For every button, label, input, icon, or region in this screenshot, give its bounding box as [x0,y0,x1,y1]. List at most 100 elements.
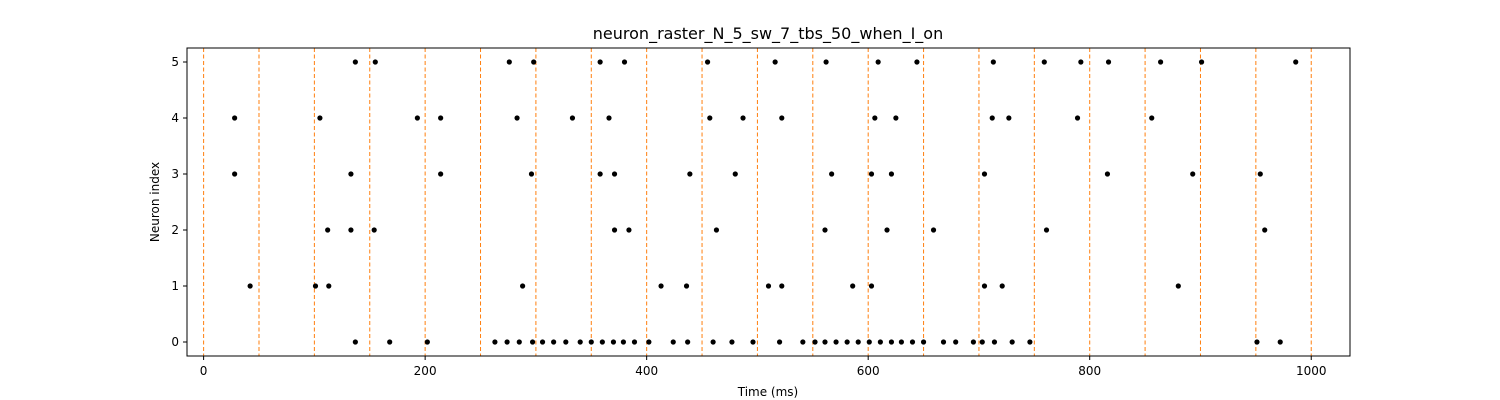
spike-point [953,339,958,344]
spike-point [779,115,784,120]
spike-point [531,59,536,64]
spike-point [232,171,237,176]
spike-point [850,283,855,288]
spike-point [313,283,318,288]
x-tick-label: 200 [414,364,437,378]
chart-title: neuron_raster_N_5_sw_7_tbs_50_when_I_on [593,24,943,44]
spike-point [711,339,716,344]
spike-point [578,339,583,344]
spike-point [685,339,690,344]
spike-point [931,227,936,232]
spike-point [1078,59,1083,64]
y-tick-label: 2 [171,223,179,237]
spike-point [621,339,626,344]
spike-point [492,339,497,344]
spike-point [714,227,719,232]
spike-point [822,227,827,232]
spike-point [1293,59,1298,64]
spike-point [1199,59,1204,64]
spike-point [612,227,617,232]
spike-point [671,339,676,344]
spike-point [1158,59,1163,64]
spike-point [589,339,594,344]
spike-point [1044,227,1049,232]
spike-point [687,171,692,176]
spike-point [921,339,926,344]
spike-point [899,339,904,344]
spike-point [1027,339,1032,344]
spike-point [248,283,253,288]
x-tick-label: 400 [635,364,658,378]
spike-point [941,339,946,344]
spike-point [773,59,778,64]
spike-point [823,59,828,64]
spike-point [425,339,430,344]
spike-point [705,59,710,64]
spike-point [520,283,525,288]
spike-point [1010,339,1015,344]
y-tick-label: 5 [171,55,179,69]
spike-point [980,339,985,344]
spike-point [1278,339,1283,344]
spike-point [684,283,689,288]
x-tick-label: 800 [1078,364,1101,378]
spike-point [348,227,353,232]
spike-point [1254,339,1259,344]
spike-point [317,115,322,120]
spike-point [1006,115,1011,120]
spike-point [598,171,603,176]
spike-point [1105,171,1110,176]
spike-point [325,227,330,232]
spike-point [1262,227,1267,232]
spike-point [856,339,861,344]
spike-point [733,171,738,176]
spike-point [822,339,827,344]
spike-point [1149,115,1154,120]
spike-point [740,115,745,120]
spike-point [1258,171,1263,176]
spike-point [869,171,874,176]
spike-point [373,59,378,64]
y-tick-label: 0 [171,335,179,349]
spike-point [570,115,575,120]
spike-point [910,339,915,344]
spike-point [750,339,755,344]
spike-point [326,283,331,288]
spike-point [529,171,534,176]
spike-point [622,59,627,64]
spike-point [1106,59,1111,64]
spike-point [992,339,997,344]
spike-point [812,339,817,344]
spike-point [438,115,443,120]
spike-point [990,115,995,120]
spike-point [1042,59,1047,64]
spike-point [729,339,734,344]
spike-point [551,339,556,344]
spike-point [658,283,663,288]
spike-point [872,115,877,120]
x-axis-label: Time (ms) [737,385,799,399]
spike-point [833,339,838,344]
x-tick-label: 1000 [1296,364,1327,378]
spike-point [415,115,420,120]
spike-point [884,227,889,232]
spike-point [889,339,894,344]
spike-point [982,171,987,176]
spike-point [353,339,358,344]
spike-point [845,339,850,344]
spike-point [232,115,237,120]
spike-point [600,339,605,344]
spike-point [517,339,522,344]
spike-point [982,283,987,288]
x-tick-label: 600 [857,364,880,378]
spike-point [438,171,443,176]
spike-point [1176,283,1181,288]
spike-point [867,339,872,344]
spike-point [606,115,611,120]
spike-point [889,171,894,176]
spike-point [869,283,874,288]
spike-point [707,115,712,120]
spike-point [1000,283,1005,288]
